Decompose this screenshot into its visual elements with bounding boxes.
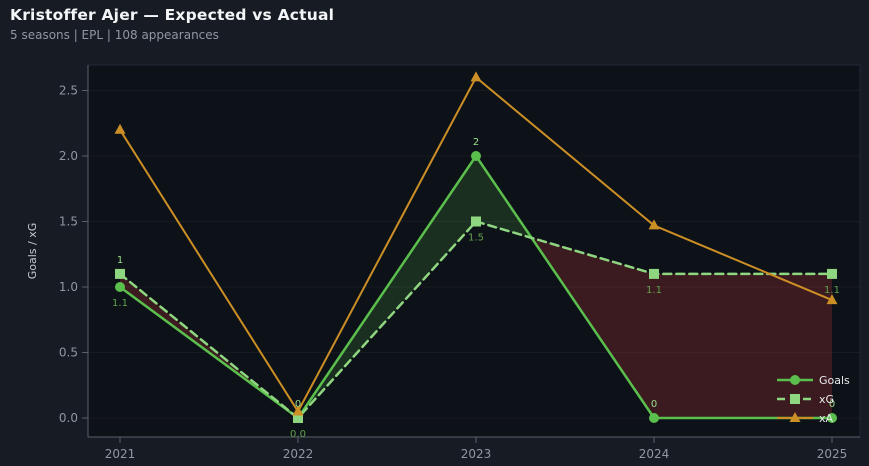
legend-label: Goals (819, 374, 850, 387)
legend-item-xg: xG (777, 393, 834, 406)
triangle-marker (292, 405, 304, 416)
circle-marker (471, 151, 481, 161)
y-tick-label: 1.5 (59, 215, 78, 229)
point-label: 0 (651, 399, 657, 410)
square-marker (827, 268, 837, 279)
triangle-marker (648, 219, 660, 230)
point-label: 0 (295, 399, 301, 410)
legend-triangle-icon (789, 412, 801, 422)
y-tick-label: 2.0 (59, 149, 78, 163)
point-label: 1 (117, 255, 123, 266)
series-xa (114, 71, 838, 416)
square-marker (471, 216, 481, 227)
y-tick-label: 0.0 (59, 411, 78, 425)
legend: Goals xG xA (777, 374, 850, 425)
circle-marker (115, 282, 125, 292)
x-tick-label: 2023 (461, 447, 492, 461)
plot-area (87, 64, 861, 438)
y-tick-label: 0.5 (59, 346, 78, 360)
x-tick-label: 2025 (817, 447, 848, 461)
point-label: 2 (473, 137, 479, 148)
circle-marker (827, 413, 837, 423)
chart-header: Kristoffer Ajer — Expected vs Actual 5 s… (10, 6, 334, 42)
triangle-marker (114, 123, 126, 134)
y-tick-label: 2.5 (59, 84, 78, 98)
circle-marker (649, 413, 659, 423)
page-title: Kristoffer Ajer — Expected vs Actual (10, 6, 335, 24)
y-tick-label: 1.0 (59, 280, 78, 294)
point-label: 1.1 (112, 298, 128, 309)
legend-item-goals: Goals (777, 374, 850, 387)
legend-square-icon (790, 394, 800, 404)
point-label: 1.1 (646, 285, 662, 296)
x-tick-label: 2021 (105, 447, 136, 461)
square-marker (293, 413, 303, 423)
point-label: 1.5 (468, 233, 484, 244)
legend-circle-icon (790, 375, 800, 385)
fill-negative (654, 273, 832, 418)
triangle-marker (826, 294, 838, 305)
page-subtitle: 5 seasons | EPL | 108 appearances (10, 28, 219, 42)
legend-item-xa: xA (777, 412, 834, 425)
square-marker (115, 268, 125, 279)
x-tick-label: 2022 (283, 447, 314, 461)
legend-label: xG (819, 393, 834, 406)
legend-label: xA (819, 412, 834, 425)
y-axis-title: Goals / xG (26, 223, 39, 280)
series-xg (115, 216, 837, 423)
square-marker (649, 268, 659, 279)
point-label: 0.0 (290, 429, 306, 440)
triangle-marker (470, 71, 482, 82)
x-tick-label: 2024 (639, 447, 670, 461)
point-label: 1.1 (824, 285, 840, 296)
point-label: 0 (829, 399, 835, 410)
